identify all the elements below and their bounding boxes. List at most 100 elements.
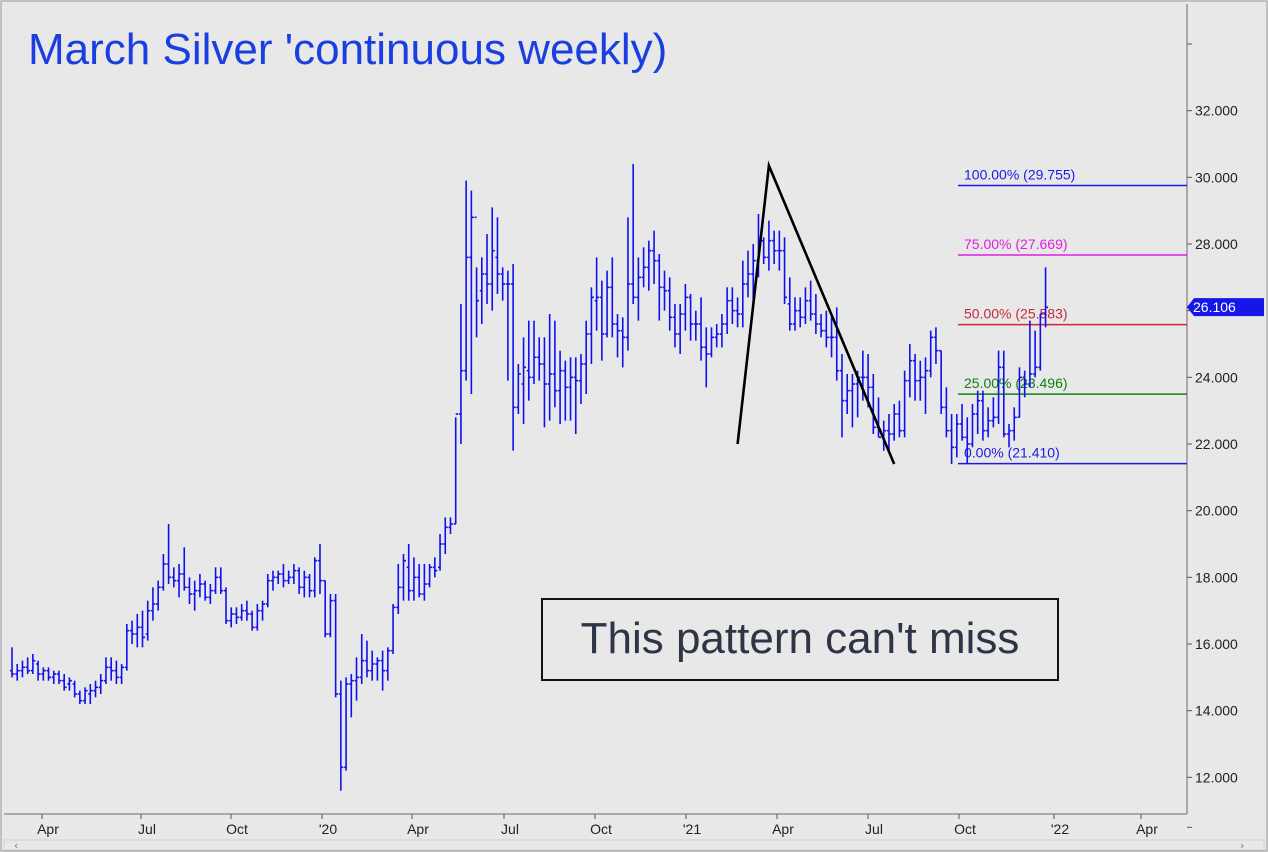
- price-bar: [166, 524, 172, 584]
- price-bar: [641, 247, 647, 288]
- price-bar: [1038, 313, 1043, 371]
- price-bar: [949, 414, 955, 464]
- price-bar: [928, 330, 934, 378]
- price-bar: [312, 557, 318, 598]
- price-bar: [991, 397, 996, 428]
- price-bar: [427, 564, 433, 588]
- price-bar: [730, 287, 735, 324]
- price-bar: [521, 337, 527, 424]
- price-bar: [432, 557, 438, 578]
- y-tick-label: 16.000: [1195, 636, 1238, 652]
- price-bar: [746, 250, 751, 298]
- price-bar: [218, 567, 224, 594]
- price-bar: [944, 387, 949, 438]
- price-bar: [479, 257, 485, 324]
- price-bar: [10, 647, 15, 678]
- price-bar: [735, 297, 741, 328]
- price-bar: [646, 240, 652, 291]
- annotation-box: This pattern can't miss: [541, 598, 1059, 681]
- x-tick-label: Oct: [226, 821, 248, 837]
- price-bars: [10, 164, 1049, 791]
- fib-level-label: 0.00% (21.410): [964, 445, 1060, 461]
- price-bar: [787, 277, 793, 331]
- price-bar: [30, 654, 36, 674]
- x-tick-label: '20: [319, 821, 337, 837]
- price-bar: [36, 660, 41, 681]
- price-bar: [986, 407, 991, 438]
- price-bar: [782, 237, 788, 304]
- price-bar: [897, 400, 902, 438]
- price-bar: [72, 680, 78, 698]
- price-bar: [15, 664, 20, 681]
- last-price-label: 26.106: [1193, 299, 1236, 315]
- price-bar: [845, 374, 850, 414]
- price-bar: [83, 687, 88, 704]
- x-tick-label: Jul: [138, 821, 156, 837]
- price-bar: [970, 404, 975, 448]
- price-bar: [396, 564, 401, 614]
- price-bar: [333, 594, 339, 698]
- price-bar: [834, 307, 840, 381]
- price-bar: [714, 324, 720, 348]
- price-bar: [453, 413, 459, 525]
- scroll-right-icon[interactable]: ›: [1240, 839, 1244, 852]
- price-bar: [871, 374, 876, 434]
- price-bar: [511, 264, 516, 451]
- price-bar: [850, 374, 855, 428]
- price-bar: [182, 547, 187, 591]
- x-axis-ticks: Apr Jul Oct '20 Apr Jul Oct '21 Apr Jul Oct '22 Apr: [37, 814, 1158, 837]
- price-bar: [526, 320, 532, 401]
- price-bar: [923, 357, 928, 414]
- horizontal-scrollbar[interactable]: ‹ ›: [3, 839, 1265, 852]
- price-bar: [474, 216, 480, 338]
- price-bar: [187, 577, 192, 604]
- price-bar: [197, 574, 203, 598]
- price-bar: [213, 567, 219, 594]
- price-bar: [740, 260, 746, 328]
- price-bar: [719, 314, 725, 348]
- x-tick-label: Oct: [590, 821, 612, 837]
- price-bar: [271, 570, 276, 591]
- price-bar: [443, 517, 448, 554]
- price-bar: [224, 587, 229, 624]
- price-bar: [505, 270, 511, 381]
- price-bar: [328, 594, 333, 638]
- price-bar: [516, 364, 521, 414]
- price-bar: [464, 180, 469, 381]
- price-bar: [448, 517, 453, 534]
- price-bar: [693, 310, 699, 341]
- y-tick-label: 14.000: [1195, 703, 1238, 719]
- price-bar: [688, 294, 694, 341]
- price-bar: [798, 297, 803, 328]
- scrollbar-track[interactable]: [3, 839, 1265, 851]
- price-bar: [913, 354, 918, 401]
- price-bar: [417, 564, 422, 598]
- scroll-left-icon[interactable]: ‹: [14, 839, 18, 852]
- price-bar: [370, 650, 375, 681]
- price-bar: [766, 220, 772, 271]
- annotation-text: This pattern can't miss: [581, 614, 1020, 663]
- last-price-flag: [1187, 298, 1264, 317]
- price-bar: [652, 230, 657, 284]
- y-tick-label: 20.000: [1195, 503, 1238, 519]
- price-bar: [615, 314, 621, 358]
- price-bar: [667, 277, 673, 331]
- price-bar: [965, 417, 970, 464]
- x-tick-label: Oct: [954, 821, 976, 837]
- price-bar: [62, 674, 67, 691]
- price-bar: [56, 670, 62, 684]
- price-bar: [772, 230, 777, 264]
- price-bar: [124, 624, 130, 671]
- price-bar: [297, 567, 302, 594]
- price-bar: [537, 337, 542, 381]
- price-bar: [996, 350, 1002, 424]
- price-bar: [808, 280, 814, 321]
- x-tick-label: Apr: [772, 821, 794, 837]
- price-bar: [323, 579, 328, 638]
- price-bar: [364, 640, 370, 678]
- price-bar: [276, 570, 281, 584]
- x-tick-label: Jul: [865, 821, 883, 837]
- price-bar: [657, 254, 662, 321]
- price-bar: [255, 604, 260, 631]
